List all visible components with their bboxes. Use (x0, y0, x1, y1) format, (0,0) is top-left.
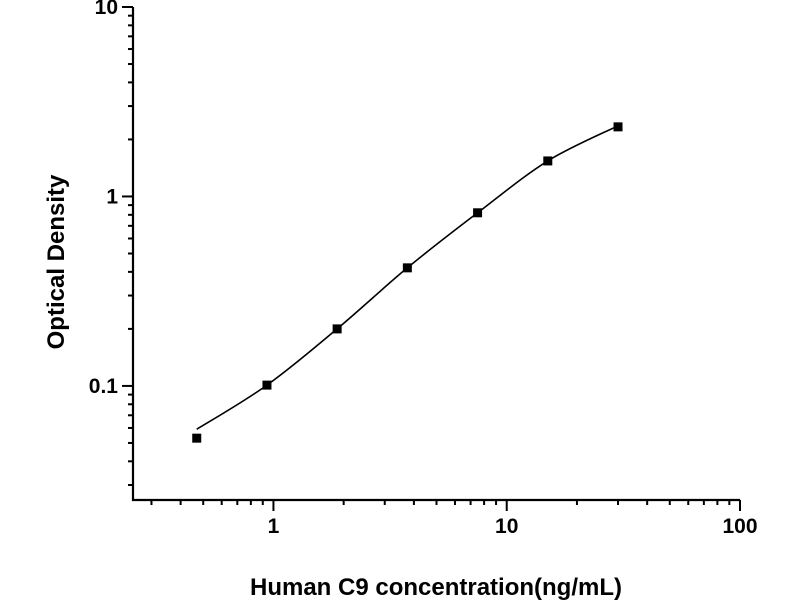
data-point-marker (543, 156, 553, 166)
x-tick-label: 10 (495, 515, 518, 538)
y-axis-title: Optical Density (43, 174, 70, 349)
plot-area: 1 10 100 0.1 1 10 (89, 0, 758, 538)
data-point-marker (613, 122, 623, 132)
data-point-marker (402, 263, 412, 273)
data-point-marker (192, 433, 202, 443)
data-point-marker (473, 208, 483, 218)
fit-curve (196, 125, 619, 430)
axis-spines (131, 7, 740, 502)
data-point-marker (262, 380, 272, 390)
y-tick-label: 0.1 (89, 375, 119, 398)
data-point-marker (332, 324, 342, 334)
x-axis-title: Human C9 concentration(ng/mL) (250, 574, 622, 600)
y-tick-label: 1 (106, 185, 118, 208)
x-tick-label: 100 (722, 515, 757, 538)
x-tick-label: 1 (268, 515, 280, 538)
y-tick-label: 10 (95, 0, 118, 19)
